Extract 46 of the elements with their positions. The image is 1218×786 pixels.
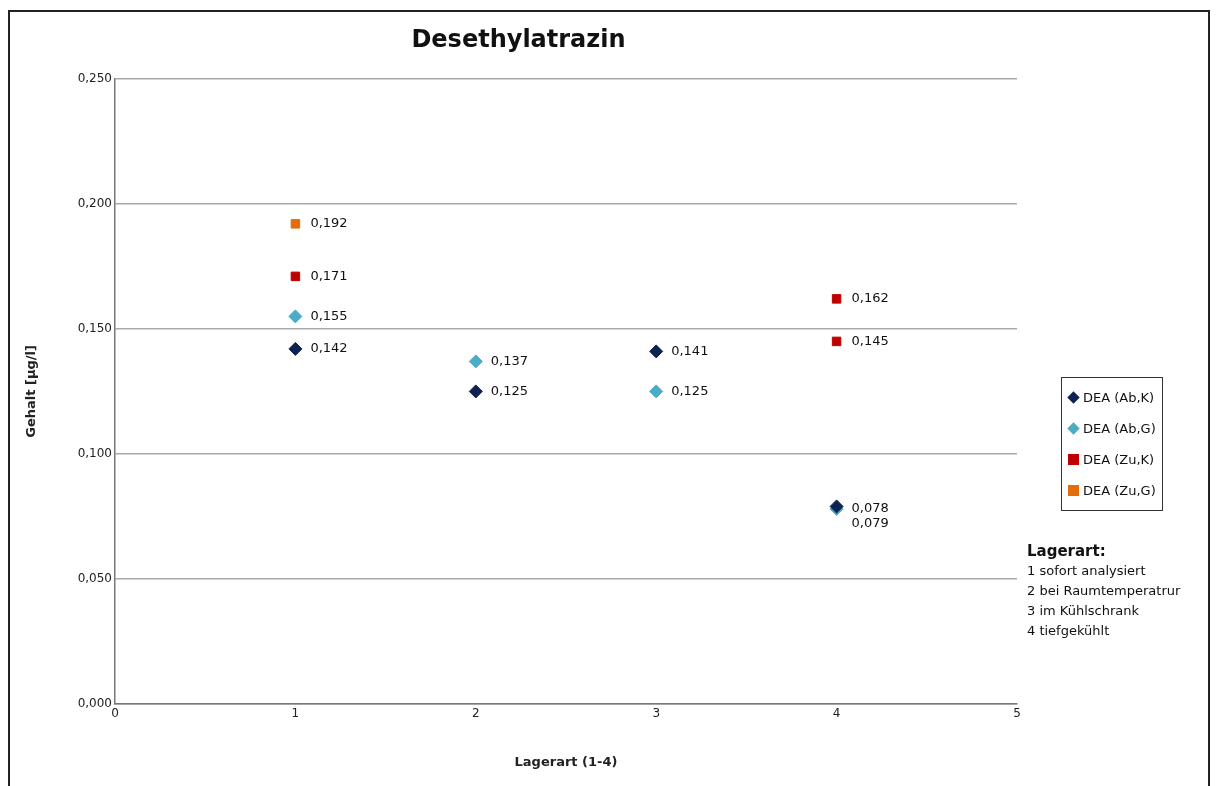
y-tick-label: 0,050 xyxy=(77,571,112,586)
data-label: 0,155 xyxy=(310,307,348,323)
data-label: 0,141 xyxy=(671,342,709,358)
point xyxy=(290,219,301,229)
x-tick-label: 4 xyxy=(832,706,841,721)
text: Lagerart: xyxy=(1027,541,1107,561)
text: 2 bei Raumtemperatrur xyxy=(1027,582,1181,600)
point xyxy=(468,384,483,399)
point xyxy=(831,336,842,347)
point xyxy=(649,384,664,399)
text: 4 tiefgekühlt xyxy=(1027,622,1111,640)
point xyxy=(468,354,483,369)
y-axis-title: Gehalt [µg/l] xyxy=(23,345,39,438)
y-tick-label: 0,250 xyxy=(77,70,112,85)
point xyxy=(290,271,301,282)
data-label: 0,137 xyxy=(490,352,529,368)
x-tick-label: 1 xyxy=(291,706,300,721)
text: 1 sofort analysiert xyxy=(1027,562,1147,580)
point xyxy=(831,294,842,304)
chart-title: Desethylatrazin xyxy=(411,24,626,53)
data-label: 0,079 xyxy=(851,514,889,530)
legend-label: DEA (Zu,K) xyxy=(1083,452,1155,467)
point xyxy=(288,341,303,356)
data-label: 0,125 xyxy=(490,382,529,398)
legend-label: DEA (Ab,K) xyxy=(1083,390,1155,405)
data-label: 0,125 xyxy=(671,382,709,398)
data-label: 0,142 xyxy=(310,340,348,356)
x-tick-label: 5 xyxy=(1013,706,1021,721)
y-tick-label: 0,200 xyxy=(77,195,112,210)
point xyxy=(649,344,664,359)
y-tick-label: 0,000 xyxy=(77,696,112,711)
x-tick-label: 2 xyxy=(471,706,480,721)
legend-label: DEA (Zu,G) xyxy=(1083,483,1156,498)
data-label: 0,162 xyxy=(851,290,889,306)
x-tick-label: 3 xyxy=(652,706,661,721)
data-label: 0,145 xyxy=(851,332,889,348)
text: 3 im Kühlschrank xyxy=(1027,602,1141,620)
data-label: 0,171 xyxy=(310,267,348,283)
point xyxy=(288,309,303,324)
data-label: 0,192 xyxy=(310,215,348,231)
data-label: 0,078 xyxy=(851,500,889,516)
legend-label: DEA (Ab,G) xyxy=(1083,421,1156,436)
y-tick-label: 0,150 xyxy=(77,321,112,336)
x-axis-title: Lagerart (1-4) xyxy=(514,753,618,769)
x-tick-label: 0 xyxy=(111,706,119,721)
y-tick-label: 0,100 xyxy=(77,446,112,461)
